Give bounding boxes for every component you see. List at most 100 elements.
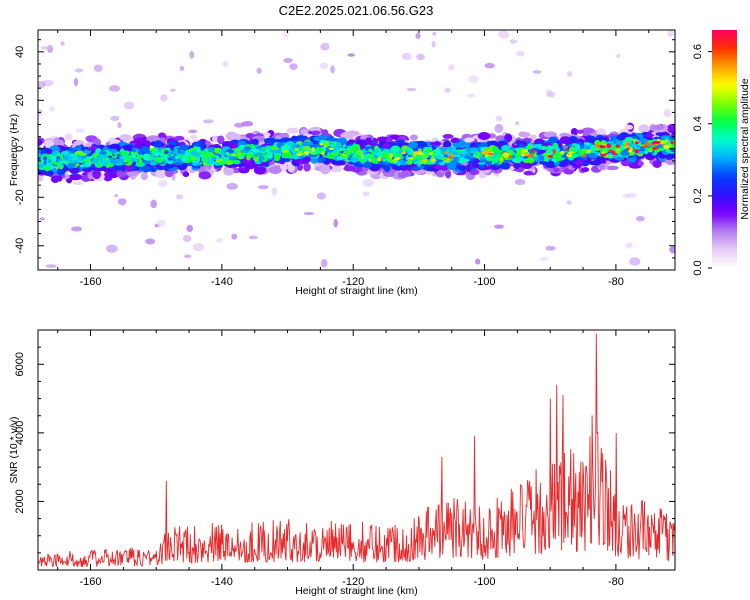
heatmap-cell [486, 140, 498, 146]
heatmap-cell [332, 151, 337, 154]
heatmap-cell [342, 144, 347, 148]
heatmap-cell [45, 148, 53, 155]
heatmap-cell [48, 105, 56, 112]
heatmap-cell [333, 218, 338, 228]
snr-plot [38, 333, 675, 568]
heatmap-cell [201, 156, 206, 161]
colorbar: 0.0 0.2 0.4 0.6 Normalized spectral amplitud… [692, 30, 750, 276]
heatmap-cell [514, 152, 521, 158]
heatmap-cell [211, 135, 219, 143]
heatmap-cell [140, 146, 150, 153]
heatmap-cell [600, 159, 607, 164]
snr-ytick-label: 2000 [14, 489, 26, 513]
heatmap-cell [183, 254, 192, 259]
heatmap-cell [625, 242, 633, 249]
heatmap-cell [533, 154, 538, 157]
heatmap-cell [178, 154, 185, 159]
heatmap-cell [220, 156, 229, 161]
heatmap-cell [313, 149, 320, 154]
heatmap-cell [303, 146, 311, 150]
colorbar-label: Normalized spectral amplitude [739, 78, 750, 219]
heatmap-cell [57, 162, 63, 169]
heatmap-cell [68, 173, 83, 181]
heatmap-cell [457, 140, 467, 149]
heatmap-cell [215, 155, 220, 160]
heatmap-cell [637, 161, 644, 167]
heatmap-cell [538, 156, 545, 162]
heatmap-cell [256, 67, 262, 74]
snr-frame [37, 329, 676, 571]
heatmap-cell [520, 153, 525, 157]
heatmap-cell [351, 148, 358, 151]
heatmap-ytick-label: -20 [14, 189, 26, 205]
heatmap-cell [464, 137, 475, 143]
heatmap-cell [521, 148, 529, 154]
heatmap-cell [155, 168, 167, 179]
heatmap-cell [246, 162, 259, 169]
heatmap-cell [320, 258, 328, 268]
heatmap-cell [252, 155, 258, 159]
heatmap-cell [230, 133, 241, 141]
colorbar-gradient [712, 30, 737, 268]
heatmap-cell [263, 137, 276, 144]
heatmap-cell [430, 158, 436, 163]
heatmap-cell [565, 147, 569, 151]
heatmap-cell [47, 159, 52, 164]
heatmap-cell [405, 155, 409, 160]
heatmap-cell [117, 198, 127, 206]
heatmap-cell [38, 174, 44, 182]
heatmap-cell [551, 158, 557, 162]
heatmap-cell [221, 148, 227, 153]
heatmap-cell [124, 164, 133, 172]
heatmap-cell [362, 161, 373, 169]
heatmap-cell [599, 145, 606, 149]
heatmap-cell [51, 151, 59, 156]
heatmap-cell [664, 139, 669, 144]
heatmap-cell [182, 171, 190, 178]
heatmap-cell [523, 170, 534, 176]
heatmap-cell [587, 152, 598, 159]
heatmap-cell [408, 141, 419, 149]
heatmap-cell [323, 140, 330, 148]
heatmap-cell [240, 149, 247, 153]
heatmap-cell [138, 159, 143, 163]
heatmap-cell [415, 140, 427, 149]
heatmap-cell [410, 134, 418, 141]
snr-xtick-label: -80 [608, 576, 624, 588]
heatmap-cell [72, 181, 84, 186]
heatmap-cell [310, 152, 317, 155]
heatmap-cell [494, 123, 504, 133]
heatmap-cell [356, 155, 361, 159]
heatmap-cell [516, 50, 525, 57]
heatmap-cell [473, 160, 480, 168]
heatmap-cell [93, 64, 103, 72]
heatmap-cell [616, 140, 625, 146]
heatmap-cell [609, 144, 617, 149]
heatmap-cell [616, 53, 621, 59]
heatmap-cell [64, 156, 69, 161]
heatmap-cell [170, 88, 176, 92]
heatmap-cell [258, 156, 264, 163]
heatmap-ytick-label: -40 [14, 238, 26, 254]
heatmap-cell [574, 143, 581, 151]
heatmap-cell [600, 151, 606, 154]
heatmap-cell [401, 52, 412, 61]
heatmap-cell [648, 147, 653, 153]
heatmap-cell [541, 145, 547, 151]
heatmap-cell [145, 238, 156, 245]
heatmap-cell [202, 119, 214, 124]
heatmap-cell [446, 146, 454, 151]
heatmap-cell [605, 165, 619, 171]
heatmap-cell [532, 70, 542, 74]
heatmap-cell [416, 53, 425, 61]
heatmap-cell [495, 115, 503, 122]
heatmap-cell [477, 161, 486, 165]
heatmap-cell [120, 155, 125, 160]
heatmap-cell [226, 182, 239, 190]
heatmap-cell [340, 131, 354, 139]
colorbar-tick-label: 0.4 [692, 116, 704, 131]
heatmap-cell [279, 162, 288, 172]
heatmap-cell [229, 142, 238, 150]
heatmap-cell [484, 62, 495, 69]
heatmap-cell [248, 155, 252, 158]
